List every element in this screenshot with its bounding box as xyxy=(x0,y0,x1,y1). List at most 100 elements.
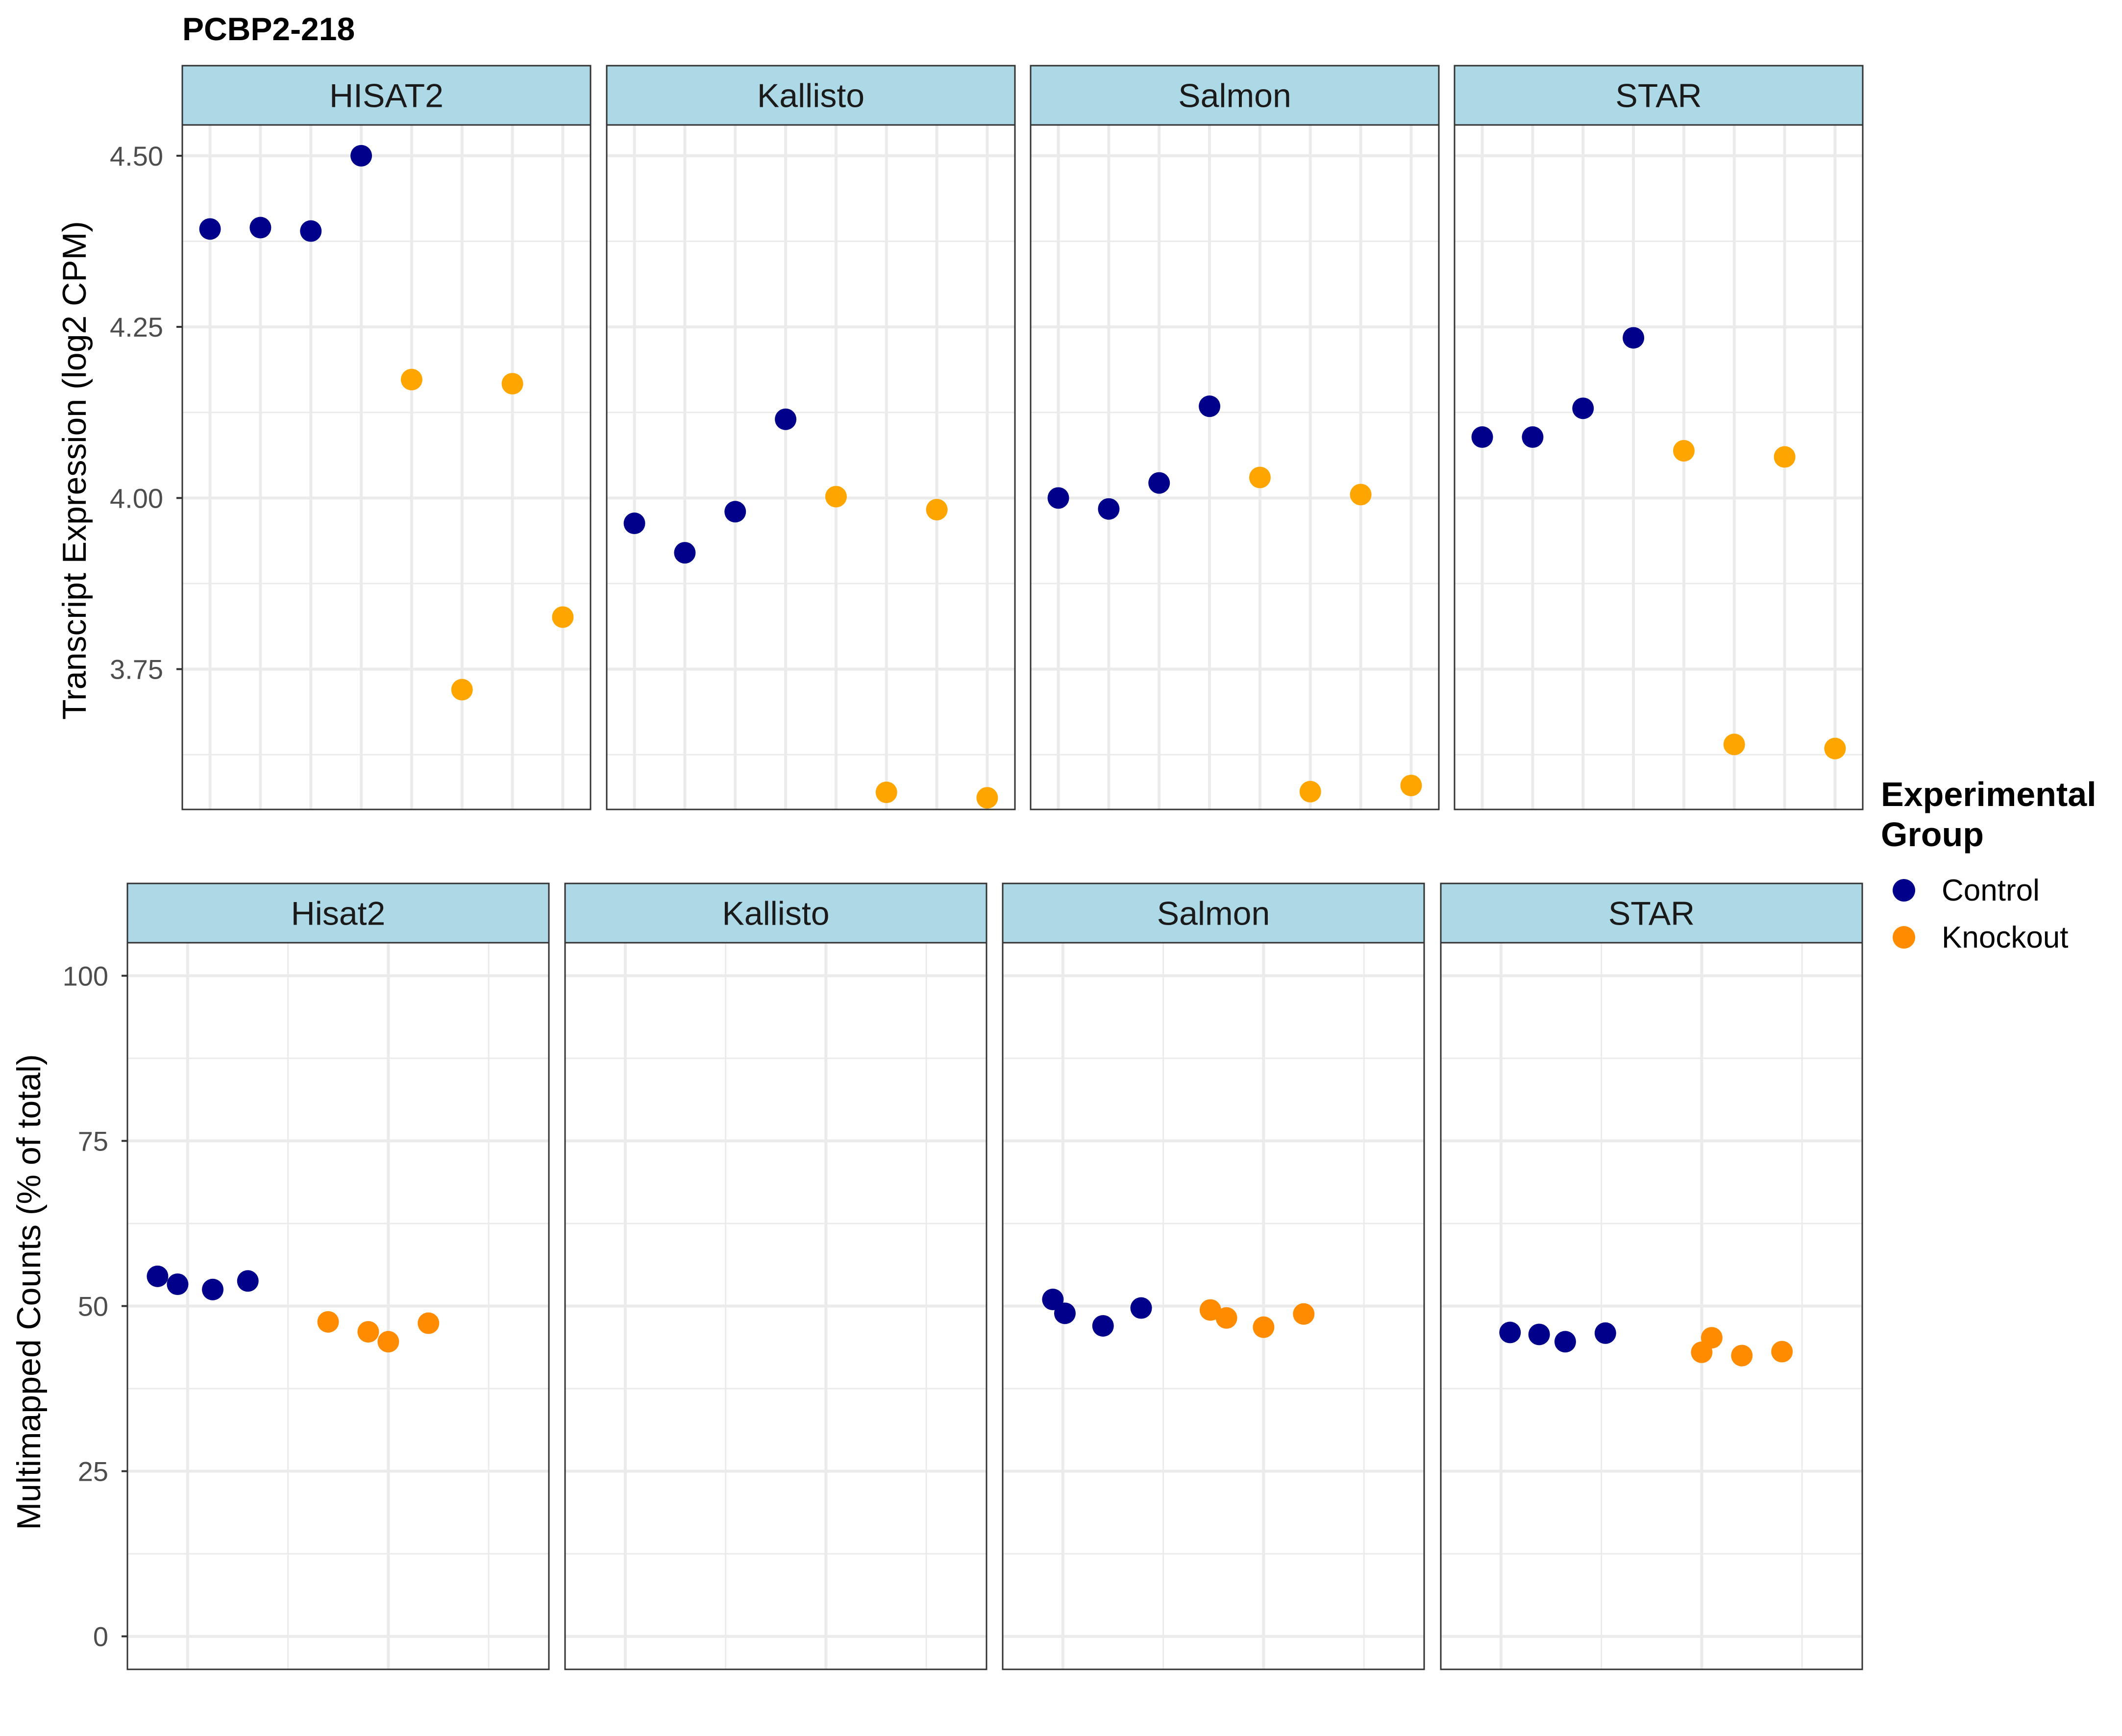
data-point-knockout xyxy=(1771,1341,1793,1363)
data-point-knockout xyxy=(1673,440,1695,462)
facet-strip-label: STAR xyxy=(1608,895,1695,932)
facet-strip-label: Kallisto xyxy=(722,895,829,932)
data-point-knockout xyxy=(400,368,422,391)
data-point-control xyxy=(199,218,221,240)
facet-panel-star: STAR xyxy=(1454,65,1864,810)
legend: Experimental Group Control Knockout xyxy=(1881,775,2097,954)
data-point-control xyxy=(1130,1297,1152,1319)
facet-strip-label: Salmon xyxy=(1178,77,1291,115)
data-point-knockout xyxy=(1774,446,1796,468)
y-tick-label: 4.50 xyxy=(110,141,163,171)
data-point-knockout xyxy=(1701,1327,1723,1349)
bottom-y-axis-title: Multimapped Counts (% of total) xyxy=(10,1054,48,1530)
data-point-knockout xyxy=(1350,484,1372,506)
data-point-control xyxy=(724,501,746,523)
y-tick-label: 100 xyxy=(63,960,108,991)
facet-panel-kallisto: Kallisto xyxy=(606,65,1016,810)
data-point-control xyxy=(1623,327,1645,349)
data-point-control xyxy=(1471,426,1493,448)
y-tick-label: 0 xyxy=(93,1621,108,1652)
data-point-control xyxy=(1047,487,1069,509)
data-point-knockout xyxy=(1215,1307,1237,1329)
data-point-knockout xyxy=(1299,781,1321,803)
data-point-knockout xyxy=(418,1312,440,1334)
data-point-knockout xyxy=(825,486,847,508)
data-point-control xyxy=(300,220,322,242)
facet-panel-hisat2: Hisat2 xyxy=(126,882,550,1670)
data-point-control xyxy=(1098,498,1120,520)
data-point-knockout xyxy=(1249,466,1271,489)
facet-strip xyxy=(1030,65,1440,126)
facet-panel-kallisto: Kallisto xyxy=(564,882,987,1670)
legend-title-line2: Group xyxy=(1881,815,1984,854)
data-point-control xyxy=(1528,1323,1550,1345)
data-point-control xyxy=(237,1270,259,1292)
facet-strip xyxy=(181,65,592,126)
data-point-knockout xyxy=(1253,1316,1275,1338)
y-tick-label: 4.00 xyxy=(110,483,163,513)
panel-background xyxy=(1031,125,1439,809)
y-tick-label: 75 xyxy=(78,1125,108,1156)
data-point-control xyxy=(1572,397,1594,419)
data-point-control xyxy=(350,145,372,167)
data-point-control xyxy=(1148,472,1170,494)
data-point-control xyxy=(1554,1331,1576,1353)
facet-strip xyxy=(1440,882,1863,944)
panel-background xyxy=(1455,125,1863,809)
data-point-control xyxy=(1054,1302,1076,1324)
data-point-knockout xyxy=(926,499,948,521)
facet-strip-label: HISAT2 xyxy=(329,77,444,115)
legend-title-line1: Experimental xyxy=(1881,775,2097,813)
top-y-axis-title: Transcript Expression (log2 CPM) xyxy=(56,221,93,720)
data-point-knockout xyxy=(357,1321,379,1343)
facet-strip-label: Salmon xyxy=(1157,895,1270,932)
data-point-control xyxy=(167,1273,189,1296)
facet-panel-star: STAR xyxy=(1440,882,1863,1670)
facet-strip-label: STAR xyxy=(1615,77,1702,115)
data-point-control xyxy=(1522,426,1544,448)
data-point-knockout xyxy=(552,606,574,628)
facet-strip xyxy=(1002,882,1425,944)
data-point-control xyxy=(1092,1315,1114,1337)
facet-strip xyxy=(564,882,987,944)
data-point-control xyxy=(1199,395,1221,417)
legend-key-knockout xyxy=(1893,926,1915,949)
data-point-control xyxy=(202,1278,224,1300)
facet-panel-salmon: Salmon xyxy=(1002,882,1425,1670)
facet-strip-label: Kallisto xyxy=(757,77,864,115)
data-point-knockout xyxy=(1731,1345,1753,1367)
facet-panel-salmon: Salmon xyxy=(1030,65,1440,810)
data-point-knockout xyxy=(1293,1303,1315,1325)
panel-background xyxy=(607,125,1015,809)
data-point-control xyxy=(1499,1321,1521,1344)
data-point-control xyxy=(147,1265,169,1287)
y-tick-label: 4.25 xyxy=(110,312,163,342)
facet-strip-label: Hisat2 xyxy=(291,895,386,932)
data-point-knockout xyxy=(1723,734,1745,756)
data-point-control xyxy=(674,542,696,564)
data-point-knockout xyxy=(976,787,998,809)
panel-background xyxy=(182,125,591,809)
data-point-control xyxy=(1594,1322,1616,1344)
data-point-control xyxy=(775,408,797,430)
data-point-knockout xyxy=(875,782,897,804)
data-point-knockout xyxy=(377,1331,399,1353)
data-point-knockout xyxy=(1400,775,1422,797)
data-point-knockout xyxy=(1199,1299,1221,1321)
facet-panel-hisat2: HISAT2 xyxy=(181,65,592,810)
data-point-knockout xyxy=(451,679,473,701)
chart-title: PCBP2-218 xyxy=(182,11,355,47)
data-point-control xyxy=(623,513,645,535)
legend-label-control: Control xyxy=(1942,874,2040,907)
legend-key-control xyxy=(1893,879,1915,902)
facet-strip xyxy=(606,65,1016,126)
data-point-knockout xyxy=(317,1311,339,1333)
facet-strip xyxy=(1454,65,1864,126)
data-point-knockout xyxy=(501,373,523,395)
y-tick-label: 25 xyxy=(78,1456,108,1487)
legend-label-knockout: Knockout xyxy=(1942,921,2069,954)
data-point-knockout xyxy=(1824,737,1846,759)
y-tick-label: 50 xyxy=(78,1291,108,1322)
y-tick-label: 3.75 xyxy=(110,654,163,685)
